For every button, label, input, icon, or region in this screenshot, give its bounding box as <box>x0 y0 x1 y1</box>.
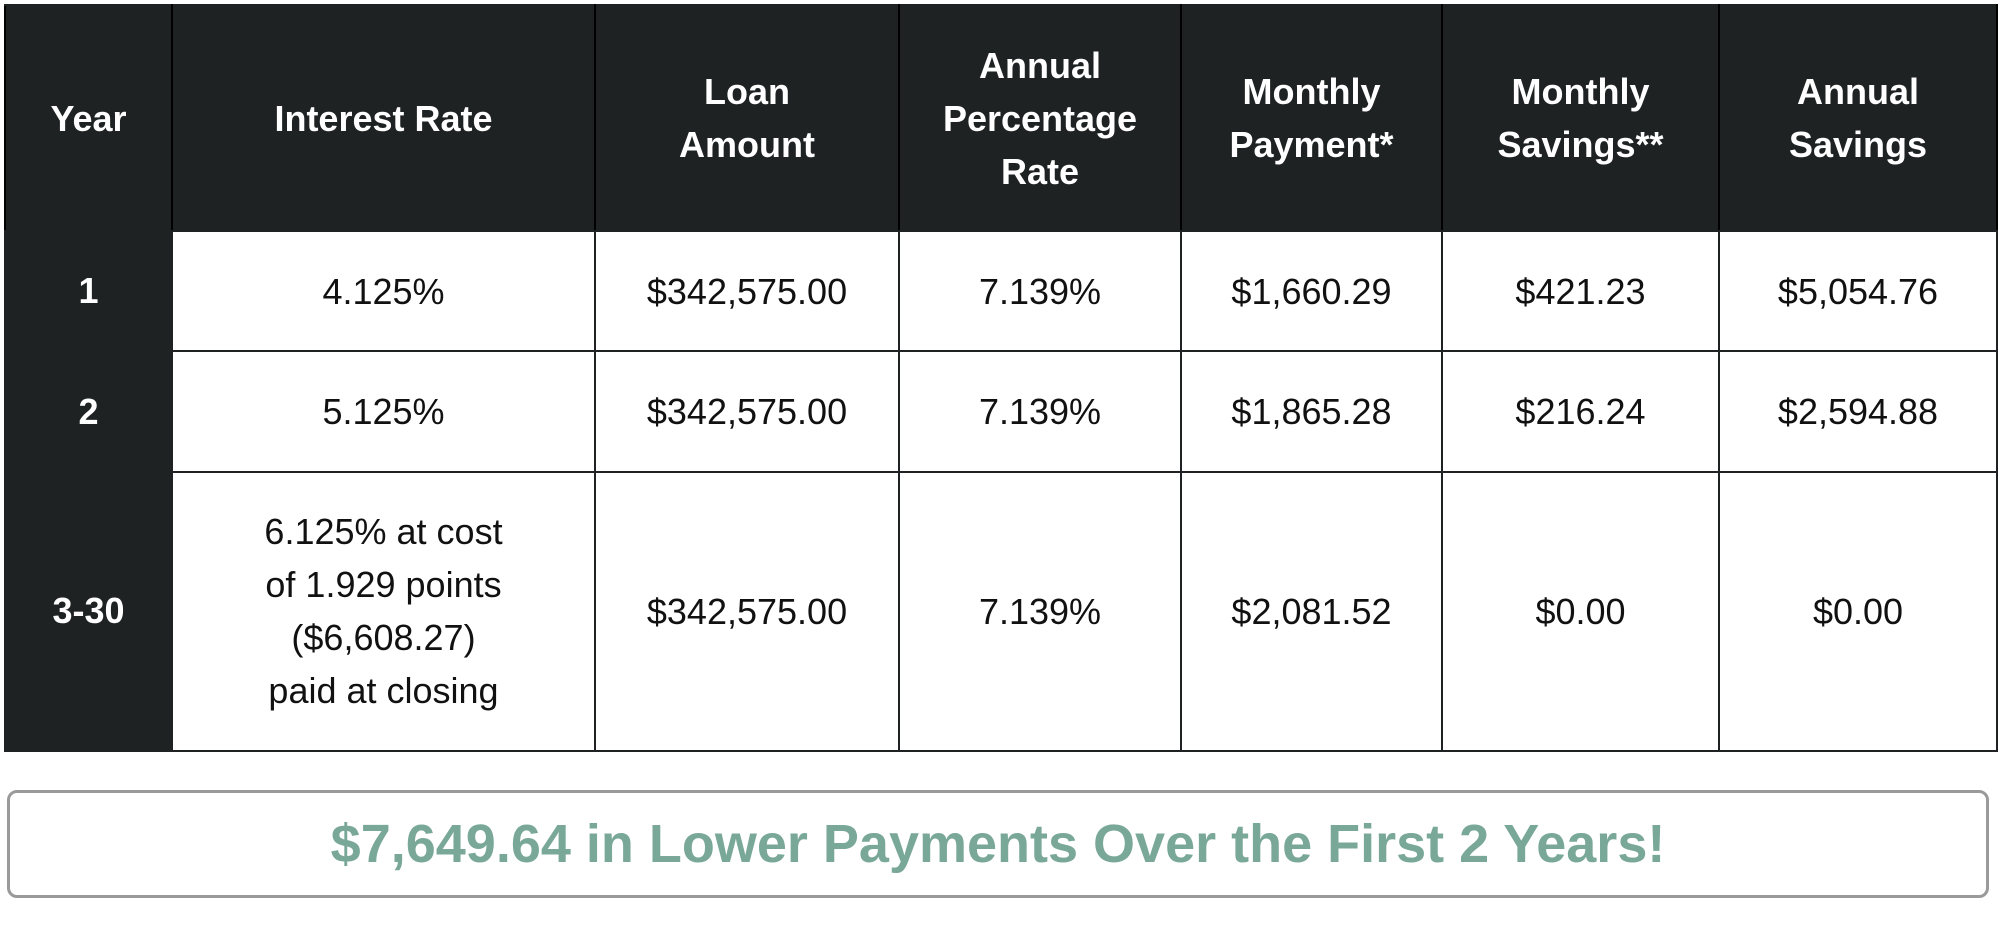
annual-savings-cell: $0.00 <box>1718 470 1998 753</box>
loan-amount-cell: $342,575.00 <box>594 229 900 353</box>
table-row: 3-30 6.125% at cost of 1.929 points ($6,… <box>4 470 1998 753</box>
interest-rate-cell: 5.125% <box>171 350 596 473</box>
apr-cell: 7.139% <box>898 350 1182 473</box>
table-header: Year Interest Rate Loan Amount Annual Pe… <box>4 4 1998 232</box>
table-body: 1 4.125% $342,575.00 7.139% $1,660.29 $4… <box>4 229 1998 753</box>
apr-cell: 7.139% <box>898 470 1182 753</box>
monthly-payment-cell: $2,081.52 <box>1180 470 1443 753</box>
loan-amount-cell: $342,575.00 <box>594 350 900 473</box>
header-apr: Annual Percentage Rate <box>898 4 1182 232</box>
year-cell: 2 <box>4 350 173 473</box>
loan-amount-cell: $342,575.00 <box>594 470 900 753</box>
monthly-savings-cell: $216.24 <box>1441 350 1720 473</box>
annual-savings-cell: $5,054.76 <box>1718 229 1998 353</box>
header-year: Year <box>4 4 173 232</box>
monthly-savings-cell: $0.00 <box>1441 470 1720 753</box>
monthly-payment-cell: $1,660.29 <box>1180 229 1443 353</box>
apr-cell: 7.139% <box>898 229 1182 353</box>
interest-rate-cell: 4.125% <box>171 229 596 353</box>
header-row: Year Interest Rate Loan Amount Annual Pe… <box>4 4 1998 232</box>
table-row: 1 4.125% $342,575.00 7.139% $1,660.29 $4… <box>4 229 1998 353</box>
savings-banner-text: $7,649.64 in Lower Payments Over the Fir… <box>330 814 1666 874</box>
rate-table: Year Interest Rate Loan Amount Annual Pe… <box>4 4 1998 753</box>
header-monthly-savings: Monthly Savings** <box>1441 4 1720 232</box>
savings-banner: $7,649.64 in Lower Payments Over the Fir… <box>7 790 1989 898</box>
monthly-payment-cell: $1,865.28 <box>1180 350 1443 473</box>
year-cell: 3-30 <box>4 470 173 753</box>
monthly-savings-cell: $421.23 <box>1441 229 1720 353</box>
annual-savings-cell: $2,594.88 <box>1718 350 1998 473</box>
header-monthly-payment: Monthly Payment* <box>1180 4 1443 232</box>
header-annual-savings: Annual Savings <box>1718 4 1998 232</box>
header-loan-amount: Loan Amount <box>594 4 900 232</box>
year-cell: 1 <box>4 229 173 353</box>
header-interest-rate: Interest Rate <box>171 4 596 232</box>
interest-rate-cell: 6.125% at cost of 1.929 points ($6,608.2… <box>171 470 596 753</box>
table-row: 2 5.125% $342,575.00 7.139% $1,865.28 $2… <box>4 350 1998 473</box>
